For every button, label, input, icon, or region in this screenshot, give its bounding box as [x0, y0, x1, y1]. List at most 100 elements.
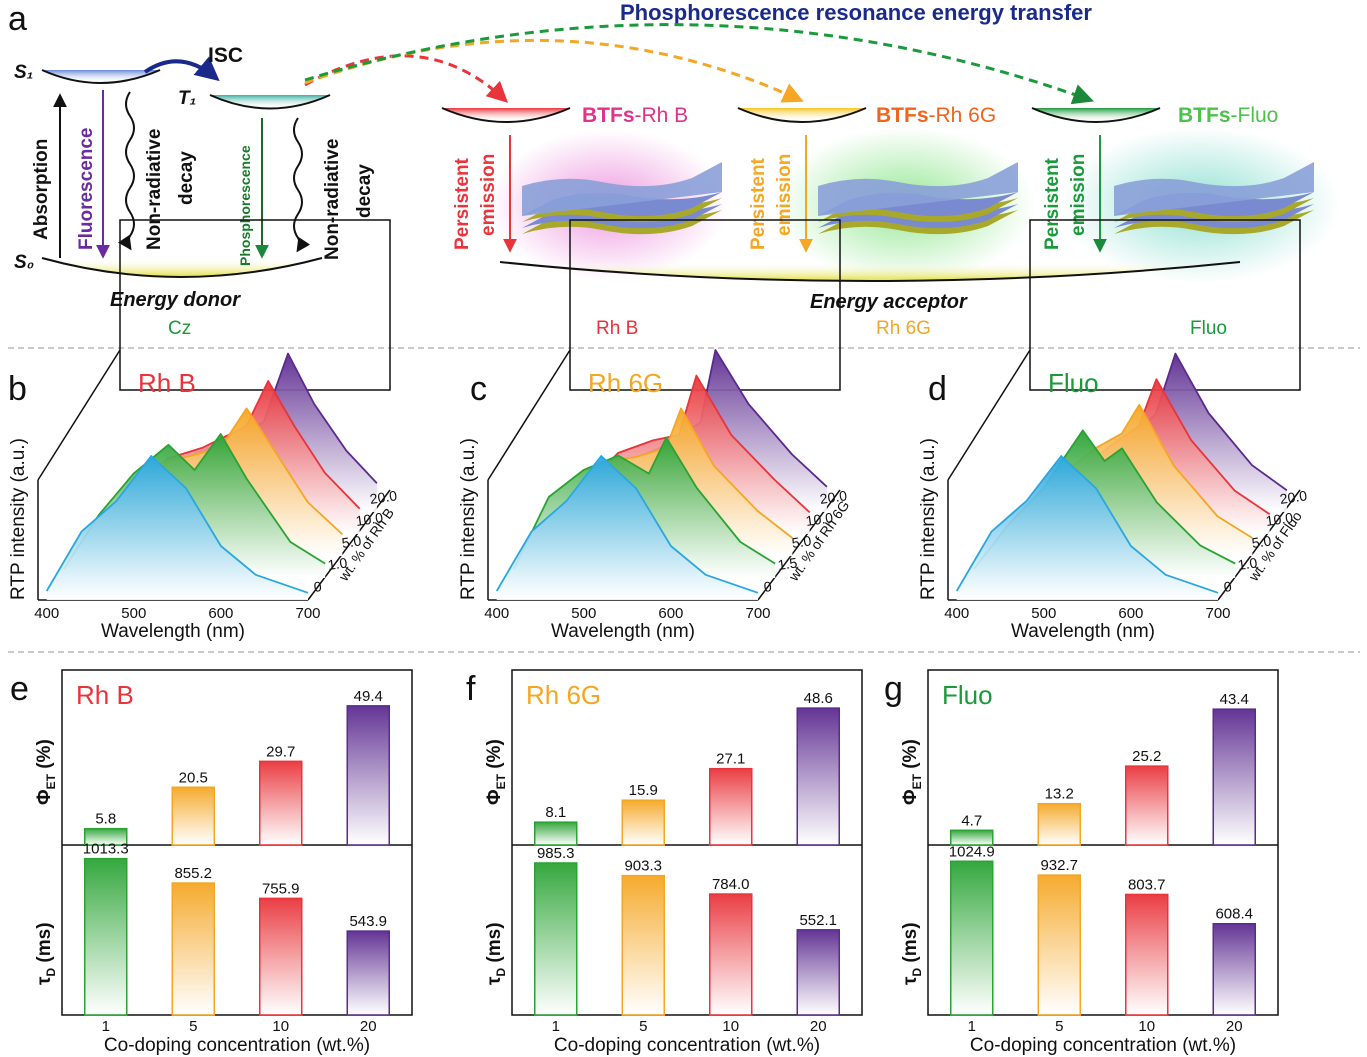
bar-bottom-ytitle-symbol-f: τ: [484, 976, 505, 985]
bar-x-title-e: Co-doping concentration (wt.%): [104, 1035, 370, 1056]
bar-bottom-label-e-1: 855.2: [174, 865, 212, 882]
series-label-c-2: 5.0: [791, 532, 813, 551]
bar-frame-g: [927, 669, 1279, 1016]
bar-bottom-label-g-1: 932.7: [1040, 857, 1078, 874]
x-tick-b-2: 600: [208, 605, 233, 622]
bar-bottom-label-f-1: 903.3: [624, 858, 662, 875]
acceptor-rh6g-name: Rh 6G: [876, 318, 931, 339]
bar-bottom-e-2: [259, 897, 303, 1016]
series-line-c-0: [495, 455, 759, 594]
bar-chart-f: f Rh 6G 8.1 985.3 1 15.9 903.3 5 27.1 784.0 10 48.6…: [466, 669, 863, 1056]
acceptor-rhb-persistent: Persistent: [452, 157, 473, 250]
bar-top-label-g-2: 25.2: [1132, 748, 1161, 765]
panel-letter-g: g: [884, 670, 903, 708]
bar-category-g-3: 20: [1226, 1018, 1243, 1035]
bar-bottom-label-f-0: 985.3: [537, 845, 575, 862]
bar-top-g-0: [950, 829, 994, 846]
series-label-d-1: 1.0: [1237, 554, 1259, 573]
x-tick-d-3: 700: [1205, 605, 1230, 622]
panel-letter-d: d: [928, 370, 947, 408]
bar-bottom-ytitle-f: τD (ms): [484, 922, 508, 985]
bar-bottom-f-3: [796, 929, 840, 1016]
bar-top-label-e-2: 29.7: [266, 743, 295, 760]
series-line-c-1: [513, 436, 776, 570]
x-axis-title-b: Wavelength (nm): [101, 621, 245, 642]
bar-category-e-2: 10: [272, 1018, 289, 1035]
x-tick-c-3: 700: [745, 605, 770, 622]
bar-top-ytitle-sub-e: ET: [44, 773, 58, 789]
bar-top-label-g-3: 43.4: [1220, 691, 1249, 708]
panel-a-title: Phosphorescence resonance energy transfe…: [620, 0, 1092, 25]
series-label-d-3: 10.0: [1265, 509, 1294, 529]
transfer-arc-rh6g: [304, 38, 804, 103]
bar-top-ytitle-symbol-e: Φ: [34, 789, 55, 805]
bar-title-f: Rh 6G: [526, 680, 601, 710]
depth-axis-left-b: [37, 349, 121, 481]
bar-bottom-ytitle-unit-f: (ms): [484, 922, 505, 967]
bar-top-ytitle-unit-e: (%): [34, 739, 55, 774]
bar-bottom-g-2: [1125, 893, 1169, 1016]
bar-bottom-ytitle-sub-f: D: [494, 968, 508, 977]
bar-bottom-e-3: [346, 930, 390, 1016]
depth-axis-left-c: [487, 349, 571, 481]
series-label-b-2: 5.0: [341, 532, 363, 551]
panel-letter-f: f: [466, 670, 476, 708]
bar-top-label-g-1: 13.2: [1045, 786, 1074, 803]
x-tick-d-1: 500: [1031, 605, 1056, 622]
bar-title-e: Rh B: [76, 680, 134, 710]
y-axis-title-d: RTP intensity (a.u.): [918, 438, 939, 600]
acceptor-rh6g-title: BTFs-Rh 6G: [876, 104, 996, 127]
spectra-chart-c: c 20.010.0 5.0 1.50 400 500 600 700 Wavelength (…: [458, 219, 852, 642]
bar-bottom-label-g-3: 608.4: [1215, 906, 1253, 923]
bar-top-label-e-0: 5.8: [95, 811, 116, 828]
bar-category-e-0: 1: [102, 1018, 110, 1035]
series-label-d-4: 20.0: [1279, 487, 1308, 507]
bar-category-f-0: 1: [552, 1018, 560, 1035]
s0-label: S₀: [14, 252, 34, 273]
bar-category-f-2: 10: [722, 1018, 739, 1035]
bar-bottom-e-0: [84, 857, 128, 1016]
bar-bottom-label-e-2: 755.9: [262, 880, 300, 897]
bar-bottom-ytitle-sub-g: D: [910, 968, 924, 977]
bar-top-label-f-1: 15.9: [629, 782, 658, 799]
bar-frame-f: [511, 669, 863, 1016]
bar-bottom-label-g-0: 1024.9: [949, 843, 995, 860]
spectra-title-b: Rh B: [138, 368, 196, 398]
series-line-b-0: [45, 455, 309, 594]
series-label-b-4: 20.0: [369, 487, 398, 507]
x-axis-title-d: Wavelength (nm): [1011, 621, 1155, 642]
panel-a: a Phosphorescence resonance energy trans…: [8, 0, 1340, 339]
fluorescence-label: Fluorescence: [76, 128, 97, 251]
bar-bottom-ytitle-symbol-g: τ: [900, 976, 921, 985]
bar-top-e-3: [346, 705, 390, 846]
bar-top-ytitle-unit-f: (%): [484, 739, 505, 774]
bar-x-title-f: Co-doping concentration (wt.%): [554, 1035, 820, 1056]
x-tick-b-1: 500: [121, 605, 146, 622]
isc-arrow: [143, 56, 220, 82]
x-tick-c-0: 400: [484, 605, 509, 622]
panel-letter-e: e: [10, 670, 29, 708]
isc-label: ISC: [208, 44, 243, 67]
bar-bottom-f-0: [534, 862, 578, 1016]
decay-label-2: decay: [354, 164, 375, 218]
s1-label: S₁: [14, 62, 33, 83]
donor-name: Cz: [168, 318, 191, 339]
acceptor-rhb-film-stack: [522, 162, 722, 235]
bar-top-ytitle-symbol-g: Φ: [900, 789, 921, 805]
bar-chart-g: g Fluo 4.7 1024.9 1 13.2 932.7 5 25.2 803.7 10 43.4…: [884, 669, 1279, 1056]
bar-top-f-2: [709, 767, 753, 846]
nonrad-wave-1: [117, 91, 135, 251]
bar-category-f-1: 5: [639, 1018, 647, 1035]
spectra-title-d: Fluo: [1048, 368, 1099, 398]
series-label-b-1: 1.0: [327, 554, 349, 573]
acceptor-rhb-btfs: BTFs: [582, 104, 635, 127]
bar-top-f-0: [534, 821, 578, 846]
acceptor-fluo-emission: emission: [1068, 154, 1089, 236]
acceptor-fluo-btfs: BTFs: [1178, 104, 1231, 127]
bar-top-label-g-0: 4.7: [961, 812, 982, 829]
bar-bottom-ytitle-e: τD (ms): [34, 922, 58, 985]
energy-donor-label: Energy donor: [110, 289, 241, 311]
acceptor-rh6g-film-stack: [818, 162, 1018, 235]
